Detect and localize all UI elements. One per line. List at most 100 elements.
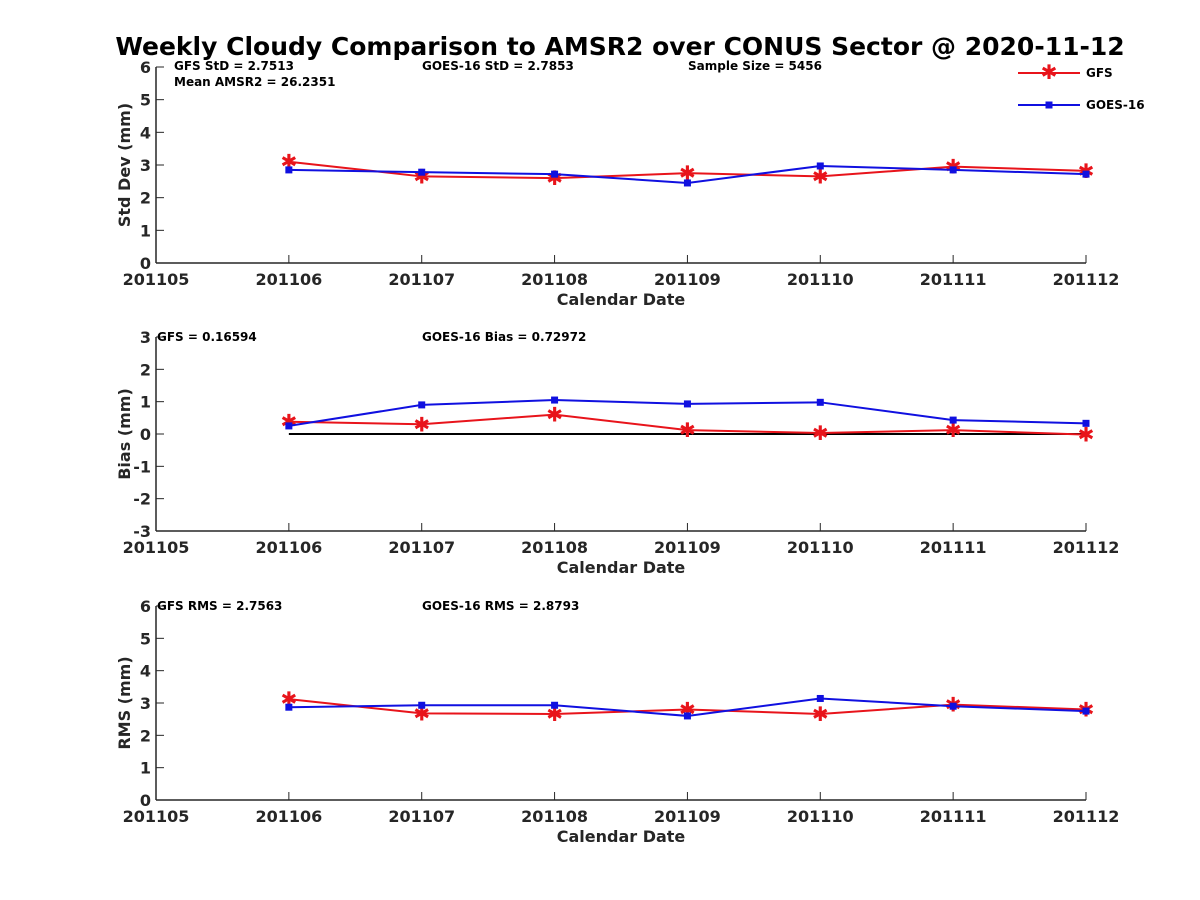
x-axis-label: Calendar Date [557, 290, 686, 309]
goes16-data-point [551, 170, 559, 178]
panel-rms: 0 1 2 3 4 5 6 201105 201106 201107 201108 201109 201… [115, 597, 1119, 846]
x-tick-label: 201109 [654, 807, 721, 826]
y-tick-label: 4 [140, 123, 151, 142]
goes16-data-point [418, 168, 426, 176]
x-tick-label: 201112 [1053, 270, 1120, 289]
x-tick-label: 201110 [787, 807, 854, 826]
gfs-data-point: ✱ [679, 418, 696, 442]
x-tick-label: 201108 [521, 270, 588, 289]
x-tick-label: 201107 [388, 538, 455, 557]
stat-annotation: GFS StD = 2.7513 [174, 59, 294, 73]
x-axis-label: Calendar Date [557, 558, 686, 577]
x-tick-label: 201111 [920, 538, 987, 557]
goes16-data-point [949, 416, 957, 424]
y-tick-label: -1 [133, 457, 151, 476]
x-tick-label: 201112 [1053, 807, 1120, 826]
legend-goes-marker [1045, 101, 1053, 109]
x-tick-label: 201111 [920, 270, 987, 289]
x-tick-label: 201107 [388, 270, 455, 289]
goes16-data-point [683, 400, 691, 408]
gfs-series-line [288, 413, 1087, 436]
gfs-data-point: ✱ [413, 164, 430, 188]
legend: ✱ GFS GOES-16 [1018, 60, 1145, 112]
gfs-data-point: ✱ [546, 166, 563, 190]
gfs-data-point: ✱ [945, 418, 962, 442]
stat-annotation: GFS = 0.16594 [157, 330, 257, 344]
panel-bias: -3 -2 -1 0 1 2 3 201105 201106 201107 201108 201109… [115, 328, 1119, 577]
y-tick-label: 1 [140, 221, 151, 240]
x-tick-label: 201110 [787, 538, 854, 557]
y-tick-label: 0 [140, 791, 151, 810]
chart-title: Weekly Cloudy Comparison to AMSR2 over C… [115, 32, 1124, 61]
goes16-data-point [1082, 707, 1090, 715]
x-tick-label: 201106 [255, 270, 322, 289]
goes16-data-point [816, 398, 824, 406]
goes16-data-point [1082, 170, 1090, 178]
x-tick-label: 201109 [654, 538, 721, 557]
y-tick-label: 2 [140, 189, 151, 208]
y-tick-label: 2 [140, 360, 151, 379]
x-tick-label: 201110 [787, 270, 854, 289]
x-tick-label: 201108 [521, 538, 588, 557]
y-tick-label: 0 [140, 254, 151, 273]
y-tick-label: 2 [140, 726, 151, 745]
y-tick-label: 5 [140, 91, 151, 110]
x-tick-label: 201106 [255, 538, 322, 557]
stat-annotation: Sample Size = 5456 [688, 59, 822, 73]
gfs-data-point: ✱ [546, 403, 563, 427]
y-tick-label: 1 [140, 759, 151, 778]
goes16-data-point [949, 166, 957, 174]
y-tick-label: 5 [140, 629, 151, 648]
legend-goes-label: GOES-16 [1086, 98, 1145, 112]
goes16-data-point [683, 712, 691, 720]
y-tick-label: 3 [140, 694, 151, 713]
goes16-data-point [683, 179, 691, 187]
gfs-data-point: ✱ [280, 687, 297, 711]
panel-std-dev: 0 1 2 3 4 5 6 201105 201106 201107 201108 201109 201… [115, 58, 1119, 309]
goes16-data-point [418, 401, 426, 409]
x-tick-label: 201112 [1053, 538, 1120, 557]
goes16-data-point [285, 422, 293, 430]
y-tick-label: 3 [140, 328, 151, 347]
y-tick-label: -3 [133, 522, 151, 541]
stat-annotation: Mean AMSR2 = 26.2351 [174, 75, 335, 89]
stat-annotation: GOES-16 RMS = 2.8793 [422, 599, 579, 613]
x-tick-label: 201108 [521, 807, 588, 826]
goes16-data-point [551, 396, 559, 404]
gfs-data-point: ✱ [812, 702, 829, 726]
legend-gfs-marker: ✱ [1041, 60, 1058, 84]
x-tick-label: 201109 [654, 270, 721, 289]
gfs-data-point: ✱ [812, 421, 829, 445]
legend-gfs-label: GFS [1086, 66, 1113, 80]
y-axis-label: Std Dev (mm) [115, 103, 134, 227]
goes16-data-point [816, 162, 824, 170]
y-tick-label: 0 [140, 425, 151, 444]
gfs-data-point: ✱ [679, 161, 696, 185]
y-tick-label: 6 [140, 58, 151, 77]
stat-annotation: GFS RMS = 2.7563 [157, 599, 282, 613]
gfs-data-point: ✱ [413, 412, 430, 436]
gfs-data-point: ✱ [280, 410, 297, 434]
x-tick-label: 201105 [123, 807, 190, 826]
x-tick-label: 201107 [388, 807, 455, 826]
gfs-data-point: ✱ [812, 164, 829, 188]
y-tick-label: 4 [140, 662, 151, 681]
gfs-data-point: ✱ [546, 702, 563, 726]
goes16-data-point [551, 701, 559, 709]
goes16-data-point [1082, 419, 1090, 427]
goes16-data-point [285, 166, 293, 174]
stat-annotation: GOES-16 Bias = 0.72972 [422, 330, 586, 344]
goes16-data-point [285, 703, 293, 711]
stat-annotation: GOES-16 StD = 2.7853 [422, 59, 574, 73]
x-tick-label: 201105 [123, 538, 190, 557]
goes16-data-point [418, 701, 426, 709]
goes16-data-point [949, 702, 957, 710]
gfs-data-point: ✱ [1078, 423, 1095, 447]
gfs-data-point: ✱ [413, 701, 430, 725]
x-tick-label: 201111 [920, 807, 987, 826]
x-tick-label: 201106 [255, 807, 322, 826]
x-axis-label: Calendar Date [557, 827, 686, 846]
y-tick-label: 3 [140, 156, 151, 175]
